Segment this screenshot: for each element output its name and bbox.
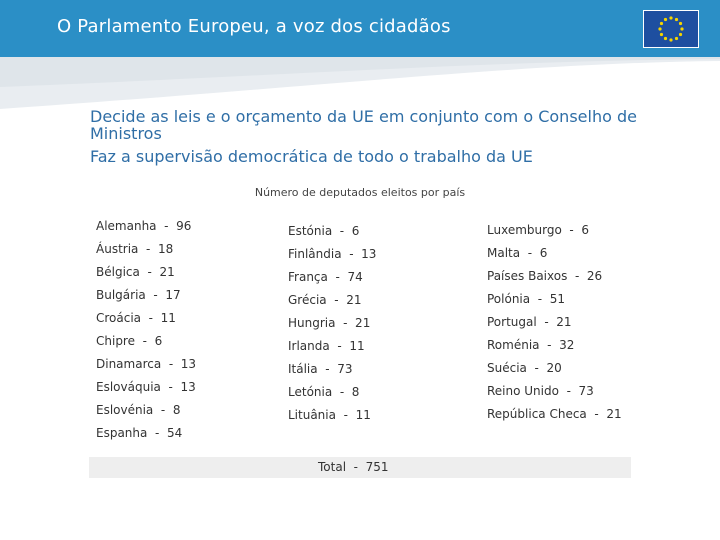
country-entry: Grécia - 21 — [288, 293, 362, 307]
country-entry: Roménia - 32 — [487, 338, 575, 352]
eu-flag-stars — [658, 16, 684, 42]
country-entry: Hungria - 21 — [288, 316, 371, 330]
country-entry: Eslováquia - 13 — [96, 380, 196, 394]
country-entry: Polónia - 51 — [487, 292, 565, 306]
country-entry: Itália - 73 — [288, 362, 353, 376]
bullet-legislation: Decide as leis e o orçamento da UE em co… — [90, 107, 637, 143]
flag-star — [659, 32, 664, 37]
country-entry: Alemanha - 96 — [96, 219, 192, 233]
bullet-supervision: Faz a supervisão democrática de todo o t… — [90, 147, 533, 166]
flag-star — [678, 21, 683, 26]
country-entry: Chipre - 6 — [96, 334, 163, 348]
country-entry: Bélgica - 21 — [96, 265, 175, 279]
country-entry: Reino Unido - 73 — [487, 384, 594, 398]
header-swoosh — [0, 57, 720, 109]
country-entry: Portugal - 21 — [487, 315, 572, 329]
flag-star — [674, 17, 679, 22]
header-band: O Parlamento Europeu, a voz dos cidadãos — [0, 0, 720, 57]
flag-star — [658, 27, 662, 31]
total-label: Total - 751 — [318, 460, 389, 474]
country-entry: Dinamarca - 13 — [96, 357, 197, 371]
total-row — [89, 457, 631, 478]
country-entry: Países Baixos - 26 — [487, 269, 603, 283]
country-entry: Eslovénia - 8 — [96, 403, 181, 417]
flag-star — [659, 21, 664, 26]
flag-star — [663, 17, 668, 22]
country-entry: Espanha - 54 — [96, 426, 183, 440]
flag-star — [680, 27, 684, 31]
country-entry: Bulgária - 17 — [96, 288, 181, 302]
eu-flag-icon — [643, 10, 699, 48]
flag-star — [669, 38, 673, 42]
table-caption: Número de deputados eleitos por país — [254, 186, 466, 199]
country-entry: Lituânia - 11 — [288, 408, 371, 422]
country-entry: Estónia - 6 — [288, 224, 360, 238]
country-entry: Suécia - 20 — [487, 361, 562, 375]
country-entry: Irlanda - 11 — [288, 339, 365, 353]
flag-star — [663, 36, 668, 41]
page-title: O Parlamento Europeu, a voz dos cidadãos — [57, 16, 451, 37]
country-entry: Áustria - 18 — [96, 242, 174, 256]
country-entry: Croácia - 11 — [96, 311, 176, 325]
country-entry: Luxemburgo - 6 — [487, 223, 590, 237]
country-entry: França - 74 — [288, 270, 363, 284]
country-entry: Malta - 6 — [487, 246, 548, 260]
intro-text: Decide as leis e o orçamento da UE em co… — [90, 108, 690, 165]
country-entry: República Checa - 21 — [487, 407, 622, 421]
country-entry: Finlândia - 13 — [288, 247, 377, 261]
country-entry: Letónia - 8 — [288, 385, 360, 399]
flag-star — [674, 36, 679, 41]
flag-star — [678, 32, 683, 37]
flag-star — [669, 16, 673, 20]
